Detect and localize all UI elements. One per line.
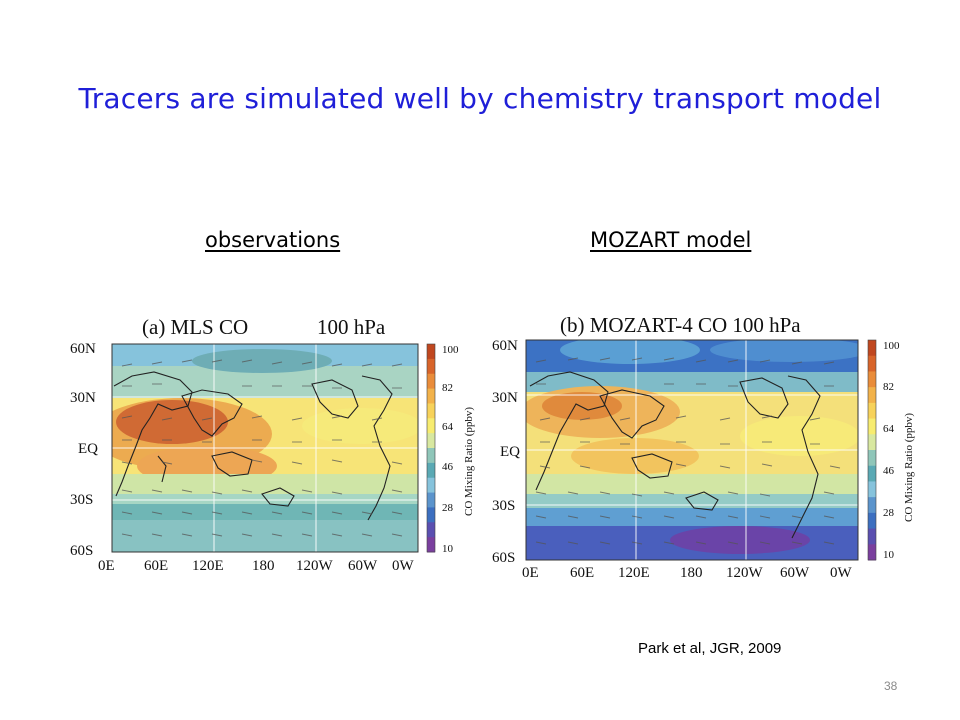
- panel-a-cbar-10: 10: [442, 543, 454, 555]
- panel-a-colorbar-label: CO Mixing Ratio (ppbv): [463, 407, 475, 516]
- panel-a-colorbar: [426, 343, 436, 553]
- panel-a-cbar-100: 100: [442, 344, 459, 356]
- citation: Park et al, JGR, 2009: [638, 640, 782, 657]
- slide-title: Tracers are simulated well by chemistry …: [78, 82, 882, 115]
- panel-b-lon-180: 180: [680, 565, 703, 581]
- panel-b-lon-0w: 0W: [830, 565, 853, 581]
- panel-a-lon-180: 180: [252, 558, 275, 574]
- panel-b-cbar-64: 64: [883, 423, 895, 435]
- colorbar-swatch: [427, 448, 435, 464]
- mozart-model-heading: MOZART model: [590, 228, 752, 252]
- colorbar-swatch: [868, 465, 876, 482]
- panel-a-cbar-64: 64: [442, 421, 454, 433]
- mls-co-map-figure: (a) MLS CO 100 hPa: [70, 315, 475, 574]
- colorbar-swatch: [868, 497, 876, 514]
- panel-a-lon-60w: 60W: [348, 558, 378, 574]
- colorbar-swatch: [427, 433, 435, 449]
- colorbar-swatch: [868, 402, 876, 420]
- colorbar-swatch: [427, 537, 435, 553]
- panel-b-lat-30n: 30N: [492, 390, 518, 406]
- colorbar-swatch: [868, 387, 876, 404]
- panel-a-title: (a) MLS CO: [142, 315, 248, 339]
- colorbar-swatch: [868, 481, 876, 498]
- colorbar-swatch: [868, 355, 876, 372]
- panel-a-lon-60e: 60E: [144, 558, 168, 574]
- panel-a-lat-60n: 60N: [70, 341, 96, 357]
- panel-a-lat-30n: 30N: [70, 390, 96, 406]
- panel-a-lat-eq: EQ: [78, 441, 98, 457]
- panel-b-colorbar-label: CO Mixing Ratio (ppbv): [903, 413, 915, 522]
- panel-b-cbar-46: 46: [883, 465, 895, 477]
- colorbar-swatch: [427, 358, 435, 375]
- panel-a-lon-0e: 0E: [98, 558, 115, 574]
- colorbar-swatch: [427, 522, 435, 538]
- panel-b-cbar-82: 82: [883, 381, 894, 393]
- colorbar-swatch: [868, 544, 876, 561]
- colorbar-swatch: [427, 418, 435, 434]
- panel-b-lon-120w: 120W: [726, 565, 764, 581]
- mozart-co-map-figure: (b) MOZART-4 CO 100 hPa: [492, 313, 915, 581]
- observations-heading: observations: [205, 228, 341, 252]
- colorbar-swatch: [427, 492, 435, 508]
- slide-number: 38: [884, 679, 898, 693]
- panel-a-lon-120e: 120E: [192, 558, 224, 574]
- panel-b-colorbar: [867, 339, 877, 561]
- colorbar-frame: [426, 343, 436, 553]
- colorbar-swatch: [868, 371, 876, 388]
- panel-b-lon-0e: 0E: [522, 565, 539, 581]
- colorbar-swatch: [427, 344, 435, 360]
- panel-b-lon-120e: 120E: [618, 565, 650, 581]
- colorbar-swatch: [427, 462, 435, 479]
- panel-a-lon-0w: 0W: [392, 558, 415, 574]
- panel-b-lat-30s: 30S: [492, 498, 515, 514]
- panel-a-cbar-28: 28: [442, 502, 454, 514]
- colorbar-swatch: [868, 340, 876, 357]
- panel-a-map-field: [112, 344, 418, 552]
- panel-a-level: 100 hPa: [317, 315, 386, 339]
- panel-b-lon-60w: 60W: [780, 565, 810, 581]
- panel-a-lon-120w: 120W: [296, 558, 334, 574]
- panel-b-lat-60s: 60S: [492, 550, 515, 566]
- panel-b-lon-60e: 60E: [570, 565, 594, 581]
- panel-a-lat-60s: 60S: [70, 543, 93, 559]
- colorbar-swatch: [868, 434, 876, 451]
- colorbar-swatch: [868, 528, 876, 545]
- colorbar-swatch: [868, 450, 876, 467]
- colorbar-swatch: [427, 507, 435, 523]
- panel-b-lat-60n: 60N: [492, 338, 518, 354]
- panel-b-cbar-100: 100: [883, 340, 900, 352]
- panel-a-cbar-46: 46: [442, 461, 454, 473]
- colorbar-swatch: [868, 418, 876, 435]
- colorbar-swatch: [427, 403, 435, 419]
- panel-b-cbar-28: 28: [883, 507, 895, 519]
- colorbar-swatch: [868, 512, 876, 530]
- panel-a-lat-30s: 30S: [70, 492, 93, 508]
- mozart-co-panel: (b) MOZART-4 CO 100 hPa: [490, 306, 920, 584]
- panel-b-lat-eq: EQ: [500, 444, 520, 460]
- colorbar-frame: [867, 339, 877, 561]
- panel-b-map-field: [526, 340, 858, 560]
- colorbar-swatch: [427, 477, 435, 494]
- panel-a-cbar-82: 82: [442, 382, 453, 394]
- colorbar-swatch: [427, 373, 435, 390]
- mls-co-panel: (a) MLS CO 100 hPa: [62, 306, 478, 584]
- panel-b-cbar-10: 10: [883, 549, 895, 561]
- colorbar-swatch: [427, 388, 435, 404]
- panel-b-title: (b) MOZART-4 CO 100 hPa: [560, 313, 801, 337]
